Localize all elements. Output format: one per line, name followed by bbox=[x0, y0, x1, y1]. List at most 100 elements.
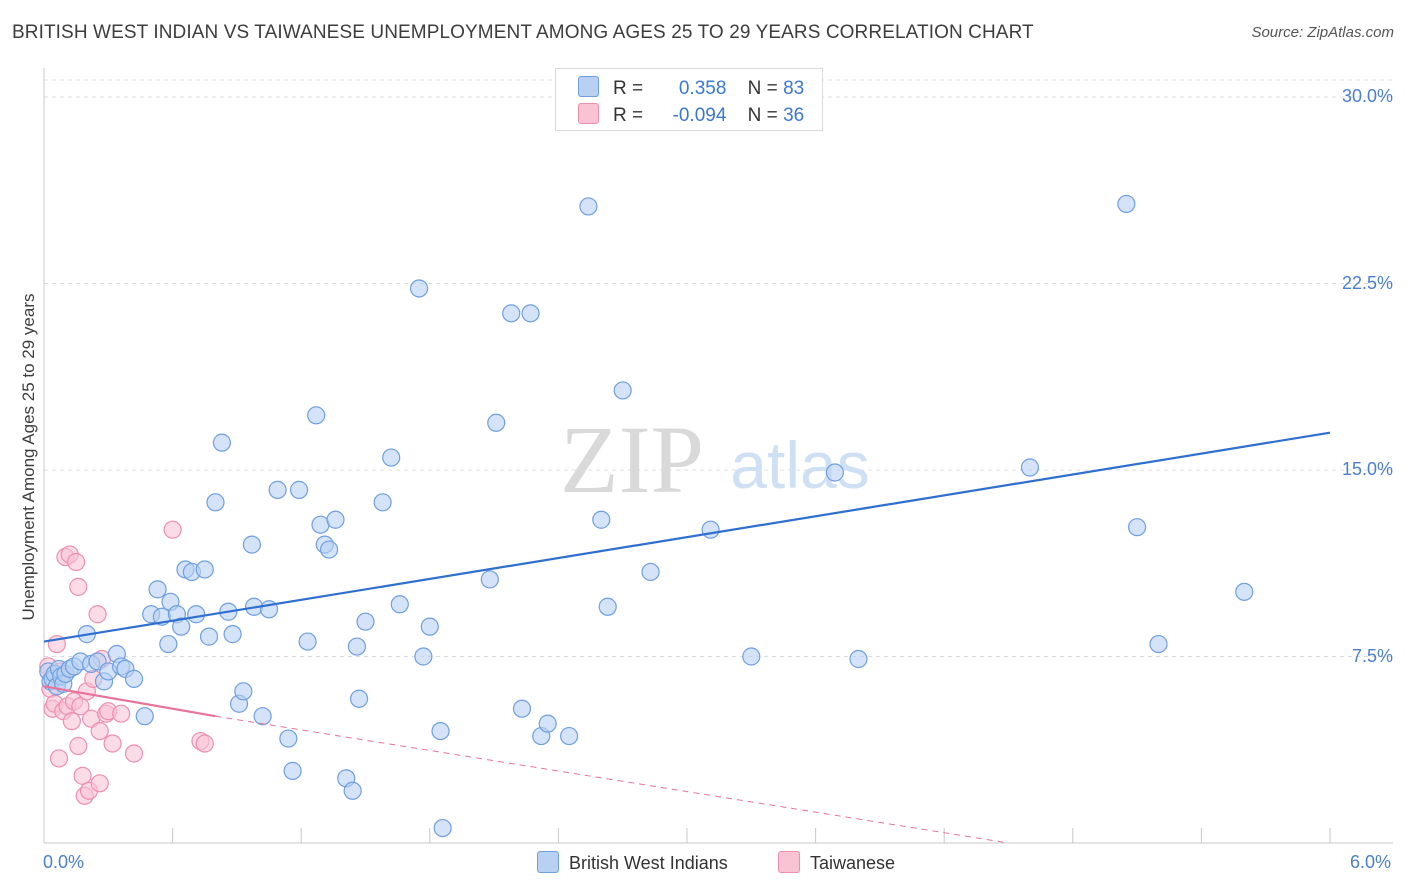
bwi-point-33 bbox=[199, 627, 219, 646]
bwi-point-62 bbox=[409, 279, 429, 298]
bwi-point-21 bbox=[135, 707, 154, 726]
legend-swatch-pink bbox=[578, 103, 599, 124]
bwi-point-74 bbox=[560, 726, 579, 746]
bwi-point-37 bbox=[223, 625, 242, 644]
bwi-point-79 bbox=[641, 562, 660, 582]
bwi-point-83 bbox=[849, 649, 868, 669]
taiwanese-point-29 bbox=[103, 734, 122, 753]
taiwanese-point-23 bbox=[88, 605, 107, 624]
bwi-point-63 bbox=[414, 647, 433, 666]
bwi-point-58 bbox=[356, 612, 375, 631]
bwi-point-46 bbox=[283, 761, 302, 780]
legend-row-blue: R = 0.358 N = 83 bbox=[578, 76, 804, 100]
grid bbox=[44, 79, 1393, 657]
axes bbox=[43, 68, 1393, 844]
legend-label: British West Indians bbox=[569, 853, 728, 873]
bwi-point-75 bbox=[579, 197, 598, 216]
watermark-zip: ZIP bbox=[560, 406, 704, 513]
bwi-point-69 bbox=[502, 304, 521, 323]
taiwanese-point-32 bbox=[163, 520, 182, 539]
bwi-point-88 bbox=[1235, 582, 1254, 601]
bwi-point-47 bbox=[289, 480, 309, 499]
y-tick-label-0: 7.5% bbox=[1351, 645, 1393, 666]
bwi-point-56 bbox=[347, 637, 367, 656]
bwi-point-55 bbox=[343, 781, 362, 800]
taiwanese-point-14 bbox=[69, 736, 88, 756]
taiwanese-point-13 bbox=[67, 552, 86, 572]
chart-title: BRITISH WEST INDIAN VS TAIWANESE UNEMPLO… bbox=[12, 22, 1034, 43]
bwi-point-39 bbox=[234, 682, 253, 701]
taiwanese-point-31 bbox=[124, 744, 144, 763]
bwi-point-77 bbox=[598, 597, 617, 616]
bwi-point-57 bbox=[349, 689, 369, 708]
bwi-point-25 bbox=[159, 634, 178, 654]
watermark-atlas: atlas bbox=[730, 428, 869, 502]
bwi-point-71 bbox=[521, 304, 540, 323]
taiwanese-point-5 bbox=[49, 749, 69, 768]
bwi-point-78 bbox=[613, 381, 632, 400]
source-label: Source: ZipAtlas.com bbox=[1251, 24, 1394, 41]
taiwanese-trend-extension bbox=[215, 715, 1009, 844]
trend-lines bbox=[43, 431, 1331, 844]
legend-r-value: -0.094 bbox=[672, 105, 727, 126]
bwi-point-45 bbox=[279, 729, 298, 748]
bwi-point-64 bbox=[420, 617, 439, 636]
legend-swatch-blue bbox=[537, 851, 559, 873]
legend-r-label: R = bbox=[613, 78, 644, 99]
bwi-point-49 bbox=[307, 406, 326, 425]
taiwanese-point-11 bbox=[62, 712, 81, 731]
y-tick-label-3: 30.0% bbox=[1341, 86, 1393, 106]
bwi-point-86 bbox=[1127, 518, 1147, 537]
correlation-legend: R = 0.358 N = 83 R = -0.094 N = 36 bbox=[555, 68, 823, 131]
bwi-point-31 bbox=[187, 605, 206, 624]
bwi-point-82 bbox=[825, 463, 844, 482]
legend-item-british-west-indians[interactable]: British West Indians bbox=[537, 851, 728, 874]
taiwanese-trend-line bbox=[43, 685, 216, 718]
bwi-point-65 bbox=[431, 721, 450, 741]
bwi-point-52 bbox=[319, 540, 339, 559]
bwi-point-84 bbox=[1020, 458, 1040, 477]
taiwanese-point-15 bbox=[69, 577, 88, 596]
bwi-point-60 bbox=[382, 448, 401, 467]
y-tick-label-1: 15.0% bbox=[1341, 459, 1393, 479]
bwi-point-23 bbox=[148, 580, 167, 599]
bwi-point-76 bbox=[592, 510, 611, 529]
y-tick-label-2: 22.5% bbox=[1341, 272, 1393, 293]
legend-label: Taiwanese bbox=[810, 853, 896, 873]
legend-n-label: N = bbox=[747, 78, 778, 99]
bwi-point-35 bbox=[212, 433, 231, 452]
legend-r-label: R = bbox=[613, 105, 644, 126]
bwi-point-68 bbox=[487, 413, 506, 432]
bwi-point-59 bbox=[373, 493, 392, 512]
bwi-point-61 bbox=[390, 595, 409, 614]
bwi-point-32 bbox=[195, 560, 214, 579]
watermark: ZIP atlas bbox=[560, 406, 870, 513]
legend-r-value: 0.358 bbox=[678, 78, 727, 99]
taiwanese-point-24 bbox=[90, 774, 109, 793]
bwi-point-40 bbox=[242, 535, 262, 554]
legend-swatch-pink bbox=[778, 851, 800, 873]
bwi-point-66 bbox=[433, 818, 452, 838]
x-tick-max: 6.0% bbox=[1350, 852, 1392, 872]
bwi-point-48 bbox=[298, 632, 317, 651]
legend-row-pink: R = -0.094 N = 36 bbox=[578, 103, 804, 127]
bwi-trend-line bbox=[43, 431, 1331, 643]
taiwanese-point-34 bbox=[195, 734, 214, 753]
bwi-point-53 bbox=[326, 510, 345, 529]
bwi-point-87 bbox=[1149, 634, 1168, 654]
bwi-point-34 bbox=[206, 493, 225, 512]
bwi-point-67 bbox=[480, 570, 499, 589]
bwi-point-20 bbox=[124, 669, 144, 688]
legend-item-taiwanese[interactable]: Taiwanese bbox=[778, 851, 895, 874]
taiwanese-point-25 bbox=[90, 721, 109, 741]
bwi-point-50 bbox=[311, 515, 330, 534]
legend-swatch-blue bbox=[578, 76, 599, 97]
x-tick-min: 0.0% bbox=[43, 852, 85, 872]
bwi-point-81 bbox=[742, 647, 761, 666]
legend-n-label: N = bbox=[747, 105, 778, 126]
bwi-point-28 bbox=[172, 617, 191, 636]
bwi-point-85 bbox=[1117, 194, 1136, 214]
legend-n-value: 83 bbox=[783, 78, 805, 99]
bwi-point-70 bbox=[512, 699, 532, 718]
